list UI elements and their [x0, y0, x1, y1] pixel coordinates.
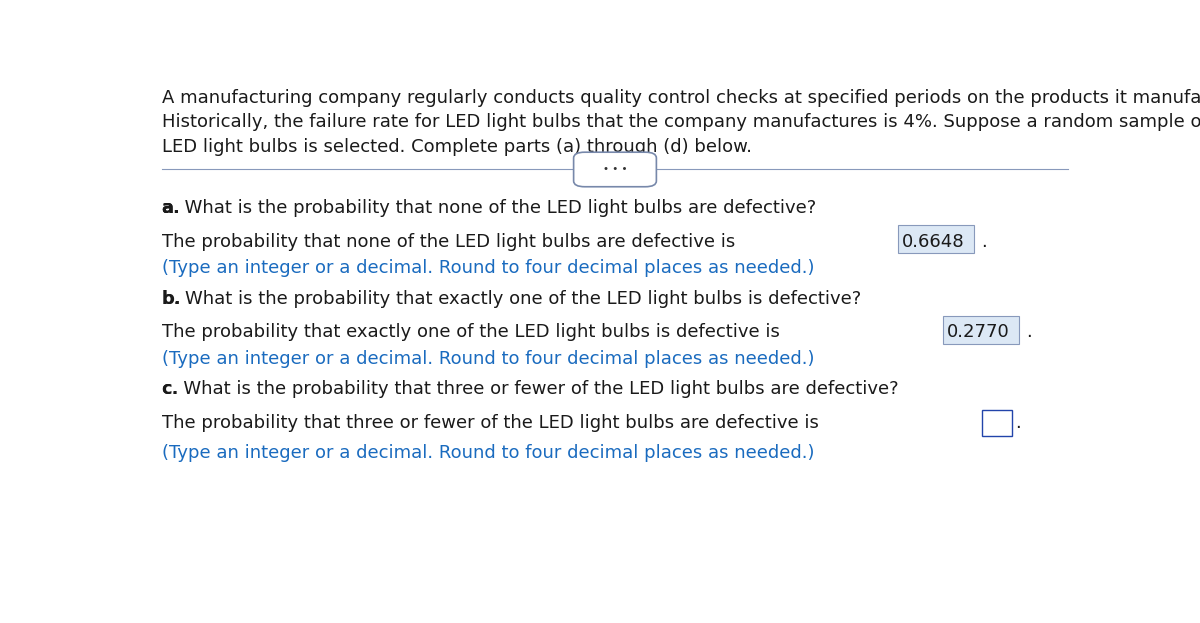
Text: • • •: • • • — [602, 164, 628, 174]
Text: c. What is the probability that three or fewer of the LED light bulbs are defect: c. What is the probability that three or… — [162, 381, 899, 399]
Text: b. What is the probability that exactly one of the LED light bulbs is defective?: b. What is the probability that exactly … — [162, 290, 860, 308]
Text: (Type an integer or a decimal. Round to four decimal places as needed.): (Type an integer or a decimal. Round to … — [162, 444, 814, 462]
FancyBboxPatch shape — [943, 316, 1019, 344]
Text: The probability that three or fewer of the LED light bulbs are defective is: The probability that three or fewer of t… — [162, 414, 830, 432]
Text: a. What is the probability that none of the LED light bulbs are defective?: a. What is the probability that none of … — [162, 199, 816, 217]
Text: Historically, the failure rate for LED light bulbs that the company manufactures: Historically, the failure rate for LED l… — [162, 113, 1200, 131]
Text: a.: a. — [162, 199, 180, 217]
Text: The probability that exactly one of the LED light bulbs is defective is: The probability that exactly one of the … — [162, 323, 791, 341]
Text: .: . — [1015, 414, 1021, 432]
Text: b.: b. — [162, 290, 181, 308]
FancyBboxPatch shape — [574, 152, 656, 187]
Text: (Type an integer or a decimal. Round to four decimal places as needed.): (Type an integer or a decimal. Round to … — [162, 350, 814, 368]
Text: LED light bulbs is selected. Complete parts (a) through (d) below.: LED light bulbs is selected. Complete pa… — [162, 138, 751, 156]
Text: 0.2770: 0.2770 — [947, 323, 1009, 341]
Text: A manufacturing company regularly conducts quality control checks at specified p: A manufacturing company regularly conduc… — [162, 88, 1200, 107]
Text: c.: c. — [162, 381, 179, 399]
Text: a.: a. — [162, 199, 180, 217]
Text: .: . — [982, 232, 988, 250]
Text: The probability that none of the LED light bulbs are defective is: The probability that none of the LED lig… — [162, 232, 746, 250]
Text: 0.6648: 0.6648 — [902, 232, 965, 250]
Text: (Type an integer or a decimal. Round to four decimal places as needed.): (Type an integer or a decimal. Round to … — [162, 259, 814, 277]
FancyBboxPatch shape — [982, 409, 1012, 436]
Text: .: . — [1026, 323, 1032, 341]
FancyBboxPatch shape — [899, 226, 974, 253]
